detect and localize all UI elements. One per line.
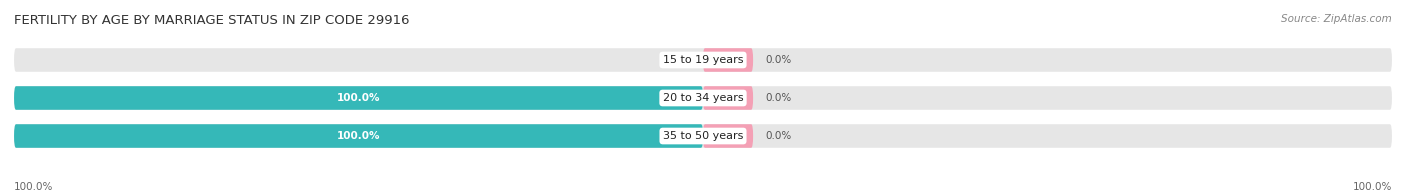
FancyBboxPatch shape [703, 48, 754, 72]
FancyBboxPatch shape [14, 86, 703, 110]
Text: 100.0%: 100.0% [14, 182, 53, 192]
Text: 0.0%: 0.0% [766, 131, 792, 141]
FancyBboxPatch shape [14, 124, 703, 148]
FancyBboxPatch shape [14, 86, 1392, 110]
Text: 100.0%: 100.0% [337, 93, 380, 103]
FancyBboxPatch shape [14, 48, 1392, 72]
Text: FERTILITY BY AGE BY MARRIAGE STATUS IN ZIP CODE 29916: FERTILITY BY AGE BY MARRIAGE STATUS IN Z… [14, 14, 409, 27]
Text: 0.0%: 0.0% [664, 55, 690, 65]
FancyBboxPatch shape [14, 124, 1392, 148]
FancyBboxPatch shape [703, 124, 754, 148]
Text: 100.0%: 100.0% [1353, 182, 1392, 192]
Text: 15 to 19 years: 15 to 19 years [662, 55, 744, 65]
Text: 100.0%: 100.0% [337, 131, 380, 141]
Text: 0.0%: 0.0% [766, 55, 792, 65]
Text: 0.0%: 0.0% [766, 93, 792, 103]
FancyBboxPatch shape [703, 86, 754, 110]
Text: 20 to 34 years: 20 to 34 years [662, 93, 744, 103]
Text: Source: ZipAtlas.com: Source: ZipAtlas.com [1281, 14, 1392, 24]
Text: 35 to 50 years: 35 to 50 years [662, 131, 744, 141]
